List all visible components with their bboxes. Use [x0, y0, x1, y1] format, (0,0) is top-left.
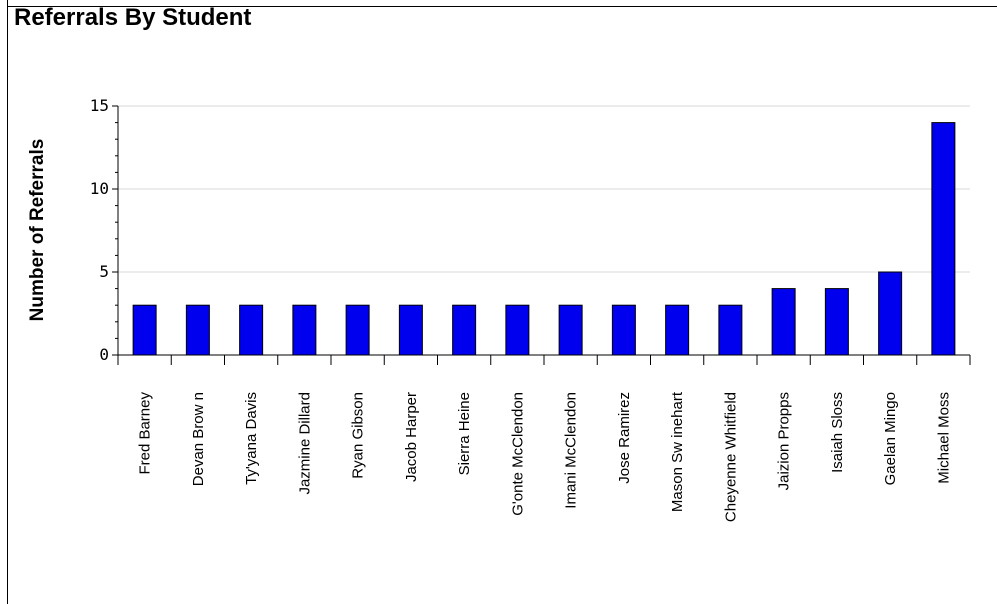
y-ticks: 0 5 10 15	[90, 96, 118, 364]
x-tick-label: Michael Moss	[935, 392, 952, 484]
x-tick-label: Fred Barney	[137, 392, 154, 475]
grid-lines	[118, 105, 970, 273]
x-tick-label: Gaelan Mingo	[882, 392, 899, 485]
chart-title: Referrals By Student	[14, 4, 252, 31]
x-tick-label: Jose Ramirez	[616, 392, 633, 484]
bar	[665, 304, 690, 356]
x-tick-label: Devan Brow n	[190, 392, 207, 486]
y-tick-label: 10	[90, 179, 109, 198]
frame-top-border	[7, 6, 997, 7]
x-tick-labels: Fred Barney Devan Brow n Ty'yana Davis Jazm…	[137, 391, 953, 522]
bar	[398, 304, 423, 356]
y-tick-label: 0	[99, 345, 109, 364]
bar	[292, 304, 317, 356]
y-tick-label: 15	[90, 96, 109, 115]
x-tick-label: Ryan Gibson	[350, 392, 367, 479]
bar	[345, 304, 370, 356]
bar	[558, 304, 583, 356]
x-tick-label: Sierra Heine	[456, 392, 473, 475]
x-tick-label: Mason Sw inehart	[669, 391, 686, 512]
y-tick-label: 5	[99, 262, 109, 281]
x-tick-label: Ty'yana Davis	[243, 392, 260, 485]
x-tick-label: Jazmine Dillard	[296, 392, 313, 495]
frame-left-border	[7, 0, 8, 604]
bar	[718, 304, 743, 356]
bars	[132, 122, 956, 356]
bar	[931, 122, 956, 356]
bar	[505, 304, 530, 356]
x-tick-label: Cheyenne Whitfield	[722, 392, 739, 522]
bar	[132, 304, 157, 356]
x-tick-label: G'onte McClendon	[509, 392, 526, 516]
bar	[824, 288, 849, 356]
x-tick-label: Jacob Harper	[403, 392, 420, 482]
bar	[771, 288, 796, 356]
x-tick-label: Imani McClendon	[563, 392, 580, 509]
bar	[452, 304, 477, 356]
bar	[239, 304, 264, 356]
x-ticks	[117, 355, 971, 365]
x-tick-label: Isaiah Sloss	[829, 392, 846, 473]
x-tick-label: Jaizion Propps	[776, 392, 793, 490]
bar	[611, 304, 636, 356]
bar	[878, 271, 903, 356]
bar	[185, 304, 210, 356]
